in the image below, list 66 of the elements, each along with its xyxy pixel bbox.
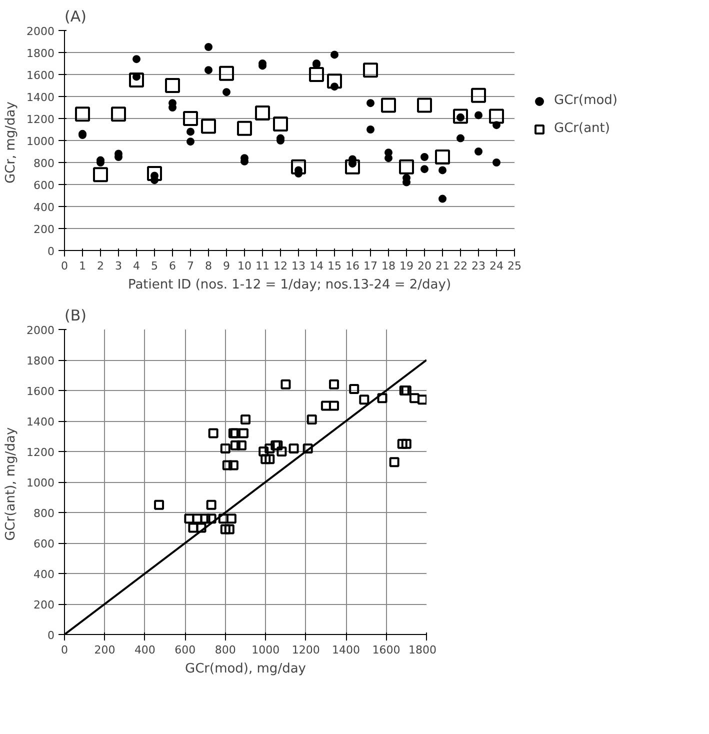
y-tick-label: 1800 — [26, 47, 55, 60]
y-tick-label: 1600 — [26, 69, 55, 82]
y-tick-label: 1800 — [26, 354, 55, 368]
x-tick-label: 1400 — [332, 644, 360, 656]
x-tick-label: 2 — [97, 260, 104, 272]
x-tick-label: 24 — [490, 260, 504, 272]
x-tick-label: 1200 — [292, 644, 320, 656]
x-tick-label: 8 — [205, 260, 212, 272]
y-tick-label: 1200 — [26, 446, 55, 459]
y-tick-label: 2000 — [26, 324, 55, 337]
y-tick-label: 1400 — [26, 91, 55, 104]
x-tick-label: 17 — [364, 260, 378, 272]
y-tick-label: 0 — [48, 629, 54, 642]
chart-title: (A) — [64, 8, 86, 26]
x-tick-label: 21 — [436, 260, 450, 272]
x-tick-label: 14 — [310, 260, 324, 272]
y-tick-label: 400 — [34, 568, 55, 581]
legend-label: GCr(mod) — [554, 93, 618, 108]
y-tick-label: 1600 — [26, 385, 55, 398]
x-tick-label: 19 — [400, 260, 414, 272]
x-tick-label: 1 — [79, 260, 86, 272]
y-tick-label: 600 — [34, 538, 55, 550]
x-tick-label: 0 — [61, 260, 68, 272]
y-tick-label: 1000 — [26, 135, 55, 148]
y-tick-label: 200 — [34, 598, 55, 612]
y-tick-label: 800 — [34, 507, 55, 520]
x-tick-label: 20 — [418, 260, 432, 272]
y-axis-title: GCr, mg/day — [4, 101, 19, 184]
x-tick-label: 600 — [174, 644, 196, 656]
x-tick-label: 0 — [61, 644, 68, 656]
legend-label: GCr(ant) — [554, 121, 610, 136]
x-tick-label: 18 — [382, 260, 396, 272]
x-tick-label: 6 — [169, 260, 176, 272]
x-tick-label: 15 — [328, 260, 342, 272]
y-tick-label: 1000 — [26, 476, 55, 490]
y-tick-label: 1400 — [26, 416, 55, 428]
x-tick-label: 23 — [472, 260, 486, 272]
x-tick-label: 1000 — [252, 644, 280, 656]
x-tick-label: 10 — [238, 260, 252, 272]
x-tick-label: 1600 — [372, 644, 400, 656]
x-tick-label: 400 — [134, 644, 156, 656]
x-tick-label: 13 — [292, 260, 306, 272]
x-tick-label: 11 — [256, 260, 270, 272]
x-tick-label: 22 — [454, 260, 468, 272]
x-tick-label: 25 — [508, 260, 522, 272]
x-tick-label: 12 — [274, 260, 288, 272]
x-axis-title: Patient ID (nos. 1-12 = 1/day; nos.13-24 = 2/day) — [128, 278, 452, 292]
y-tick-label: 400 — [34, 201, 55, 214]
x-tick-label: 5 — [151, 260, 158, 272]
y-tick-label: 1200 — [26, 113, 55, 126]
x-axis-title: GCr(mod), mg/day — [185, 662, 306, 676]
x-tick-label: 4 — [133, 260, 140, 272]
y-tick-label: 2000 — [26, 25, 55, 38]
y-tick-label: 200 — [34, 223, 55, 236]
x-tick-label: 7 — [187, 260, 194, 272]
y-tick-label: 0 — [48, 245, 54, 258]
y-tick-label: 600 — [34, 179, 55, 192]
x-tick-label: 1800 — [408, 644, 437, 656]
x-tick-label: 3 — [115, 260, 122, 272]
x-tick-label: 9 — [223, 260, 230, 272]
chart-title: (B) — [64, 306, 86, 324]
y-axis-title: GCr(ant), mg/day — [4, 427, 19, 541]
y-tick-label: 800 — [34, 157, 55, 170]
x-tick-label: 200 — [94, 644, 116, 656]
x-tick-label: 800 — [214, 644, 236, 656]
x-tick-label: 16 — [346, 260, 360, 272]
